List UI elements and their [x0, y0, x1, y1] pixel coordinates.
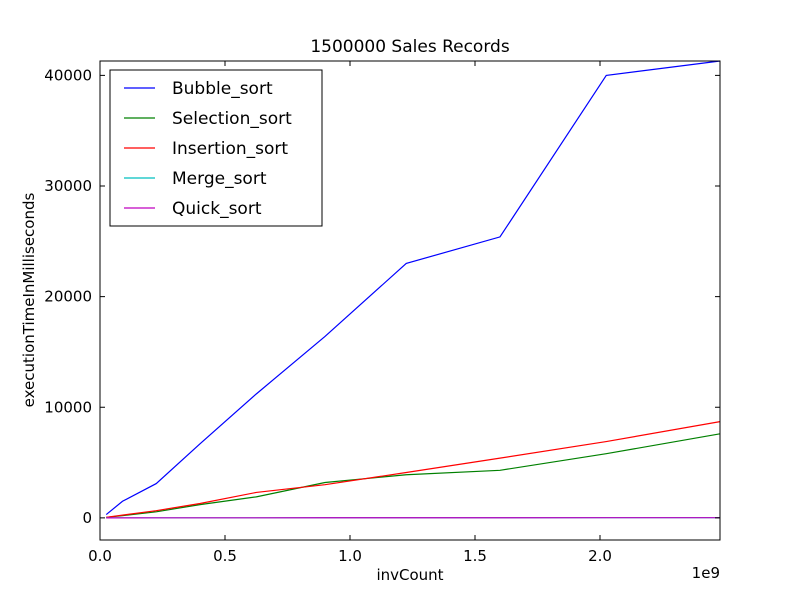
- y-tick-label: 40000: [44, 66, 92, 84]
- series-layer: [105, 60, 721, 519]
- series-line-insertion-sort: [106, 421, 721, 518]
- x-offset-label: 1e9: [692, 564, 720, 582]
- plot-frame: [99, 60, 721, 541]
- legend-label: Bubble_sort: [172, 79, 273, 99]
- y-tick-label: 20000: [44, 288, 92, 306]
- y-axis-label: executionTimeInMilliseconds: [20, 192, 38, 407]
- y-tick-label: 0: [82, 509, 92, 527]
- legend-label: Selection_sort: [172, 109, 292, 129]
- legend-label: Insertion_sort: [172, 139, 288, 159]
- x-tick-label: 1.0: [338, 547, 362, 565]
- x-tick-label: 1.5: [463, 547, 487, 565]
- x-tick-label: 0.5: [213, 547, 237, 565]
- y-tick-label: 10000: [44, 398, 92, 416]
- x-tick-label: 2.0: [588, 547, 612, 565]
- x-axis-label: invCount: [376, 566, 443, 584]
- series-line-selection-sort: [106, 433, 721, 518]
- axes-layer: 0.0 0.5 1.0 1.5 2.0 0 10000 20000 30000 40000: [44, 60, 721, 565]
- legend-label: Quick_sort: [172, 199, 262, 219]
- x-tick-label: 0.0: [88, 547, 112, 565]
- legend-label: Merge_sort: [172, 169, 267, 189]
- legend: Bubble_sort Selection_sort Insertion_sort M…: [109, 69, 323, 227]
- chart-title: 1500000 Sales Records: [310, 37, 510, 57]
- series-line-bubble-sort: [105, 60, 721, 516]
- y-tick-label: 30000: [44, 177, 92, 195]
